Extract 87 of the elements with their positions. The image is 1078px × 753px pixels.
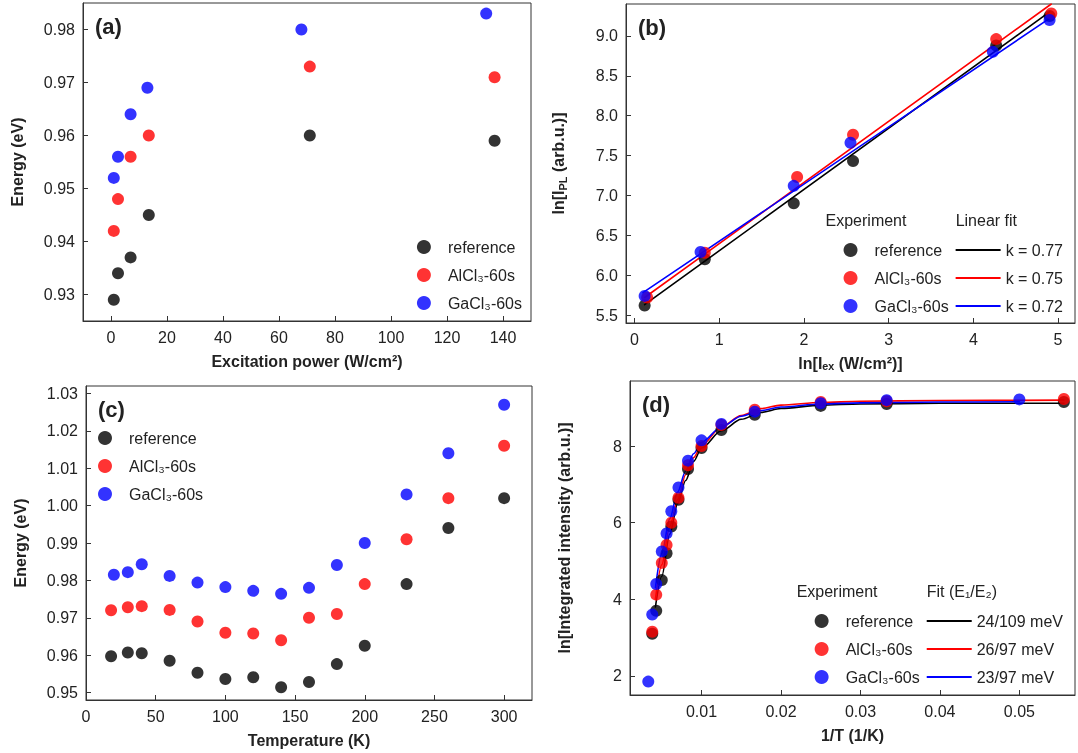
x-tick-label: 0 xyxy=(81,707,91,725)
y-tick-label: 4 xyxy=(613,590,623,608)
x-tick-label: 1 xyxy=(714,330,724,348)
x-tick-label: 4 xyxy=(968,330,978,348)
legend-label: k = 0.75 xyxy=(1005,269,1064,287)
x-tick-label: 100 xyxy=(377,328,405,346)
y-tick-label: 2 xyxy=(613,667,623,685)
x-tick-label: 0 xyxy=(630,330,640,348)
x-axis-title: Excitation power (W/cm²) xyxy=(211,352,403,370)
y-tick-label: 0.93 xyxy=(43,286,76,303)
y-tick-label: 7.5 xyxy=(595,147,619,165)
x-tick-label: 0.03 xyxy=(844,702,877,720)
x-tick-label: 0.05 xyxy=(1003,702,1036,720)
x-tick-label: 50 xyxy=(146,707,165,725)
text: (b) xyxy=(638,14,667,40)
y-tick-label: 0.98 xyxy=(43,21,76,38)
x-tick-label: 120 xyxy=(433,328,461,346)
y-axis-title: Energy (eV) xyxy=(8,117,26,207)
y-tick-label: 8 xyxy=(613,437,623,455)
x-tick-label: 200 xyxy=(351,707,379,725)
y-axis-title: ln[Integrated intensity (arb.u.)] xyxy=(555,422,573,654)
x-axis-title: Temperature (K) xyxy=(247,731,371,749)
y-tick-label: 8.0 xyxy=(595,107,619,125)
y-tick-label: 1.03 xyxy=(46,384,79,402)
text: (a) xyxy=(95,13,122,39)
legend-label: reference xyxy=(874,241,943,259)
y-tick-label: 9.0 xyxy=(595,27,619,45)
y-tick-label: 0.96 xyxy=(43,127,76,144)
x-tick-label: 20 xyxy=(158,328,176,346)
legend-label: GaCl₃-60s xyxy=(129,485,204,503)
annotation: Fit (E₁/E₂) xyxy=(926,582,997,600)
y-axis-title: Energy (eV) xyxy=(11,498,29,588)
x-tick-label: 2 xyxy=(799,330,809,348)
x-tick-label: 150 xyxy=(281,707,309,725)
x-tick-label: 60 xyxy=(270,328,288,346)
x-tick-label: 300 xyxy=(490,707,518,725)
legend-title: Experiment xyxy=(825,211,908,229)
y-tick-label: 0.99 xyxy=(46,534,79,552)
legend-label: AlCl₃-60s xyxy=(845,640,913,658)
y-tick-label: 0.94 xyxy=(43,233,76,250)
legend-label: 23/97 meV xyxy=(976,668,1055,686)
legend-label: reference xyxy=(447,238,516,256)
x-tick-label: 3 xyxy=(884,330,894,348)
legend-label: 26/97 meV xyxy=(976,640,1055,658)
text: (c) xyxy=(98,396,125,422)
legend-label: AlCl₃-60s xyxy=(447,266,515,284)
x-tick-label: 5 xyxy=(1053,330,1063,348)
x-tick-label: 0.02 xyxy=(765,702,797,720)
legend-title: Experiment xyxy=(796,582,879,600)
y-tick-label: 0.95 xyxy=(46,684,79,702)
y-tick-label: 0.95 xyxy=(43,180,76,197)
x-tick-label: 0 xyxy=(106,328,116,346)
legend-label: reference xyxy=(845,612,914,630)
y-tick-label: 6 xyxy=(613,514,623,532)
x-tick-label: 0.01 xyxy=(685,702,718,720)
x-tick-label: 40 xyxy=(214,328,232,346)
y-tick-label: 0.97 xyxy=(46,609,79,627)
x-tick-label: 140 xyxy=(489,328,517,346)
y-tick-label: 1.02 xyxy=(46,422,79,440)
y-tick-label: 7.0 xyxy=(595,186,619,204)
y-tick-label: 6.0 xyxy=(595,266,619,284)
legend-label: AlCl₃-60s xyxy=(129,457,196,475)
x-tick-label: 80 xyxy=(326,328,344,346)
legend-label: 24/109 meV xyxy=(976,612,1064,630)
legend-label: k = 0.72 xyxy=(1005,297,1064,315)
y-tick-label: 6.5 xyxy=(595,226,619,244)
y-tick-label: 5.5 xyxy=(595,306,619,324)
y-tick-label: 0.98 xyxy=(46,571,79,589)
x-axis-title: ln[Iₑₓ (W/cm²)] xyxy=(798,354,903,372)
legend-label: reference xyxy=(129,429,197,447)
text: (d) xyxy=(642,391,671,417)
y-tick-label: 0.97 xyxy=(43,74,76,91)
legend-label: GaCl₃-60s xyxy=(447,294,522,312)
annotation: Linear fit xyxy=(955,211,1018,229)
y-tick-label: 8.5 xyxy=(595,67,619,85)
legend-label: GaCl₃-60s xyxy=(874,297,949,315)
x-tick-label: 0.04 xyxy=(924,702,956,720)
y-tick-label: 1.01 xyxy=(46,459,79,477)
y-axis-title: ln[IPL (arb.u.)] xyxy=(550,112,569,215)
y-tick-label: 1.00 xyxy=(46,497,79,515)
y-tick-label: 0.96 xyxy=(46,646,79,664)
x-axis-title: 1/T (1/K) xyxy=(820,726,885,744)
x-tick-label: 250 xyxy=(421,707,448,725)
legend-label: k = 0.77 xyxy=(1005,241,1064,259)
x-tick-label: 100 xyxy=(212,707,239,725)
legend-label: GaCl₃-60s xyxy=(845,668,920,686)
legend-label: AlCl₃-60s xyxy=(874,269,942,287)
